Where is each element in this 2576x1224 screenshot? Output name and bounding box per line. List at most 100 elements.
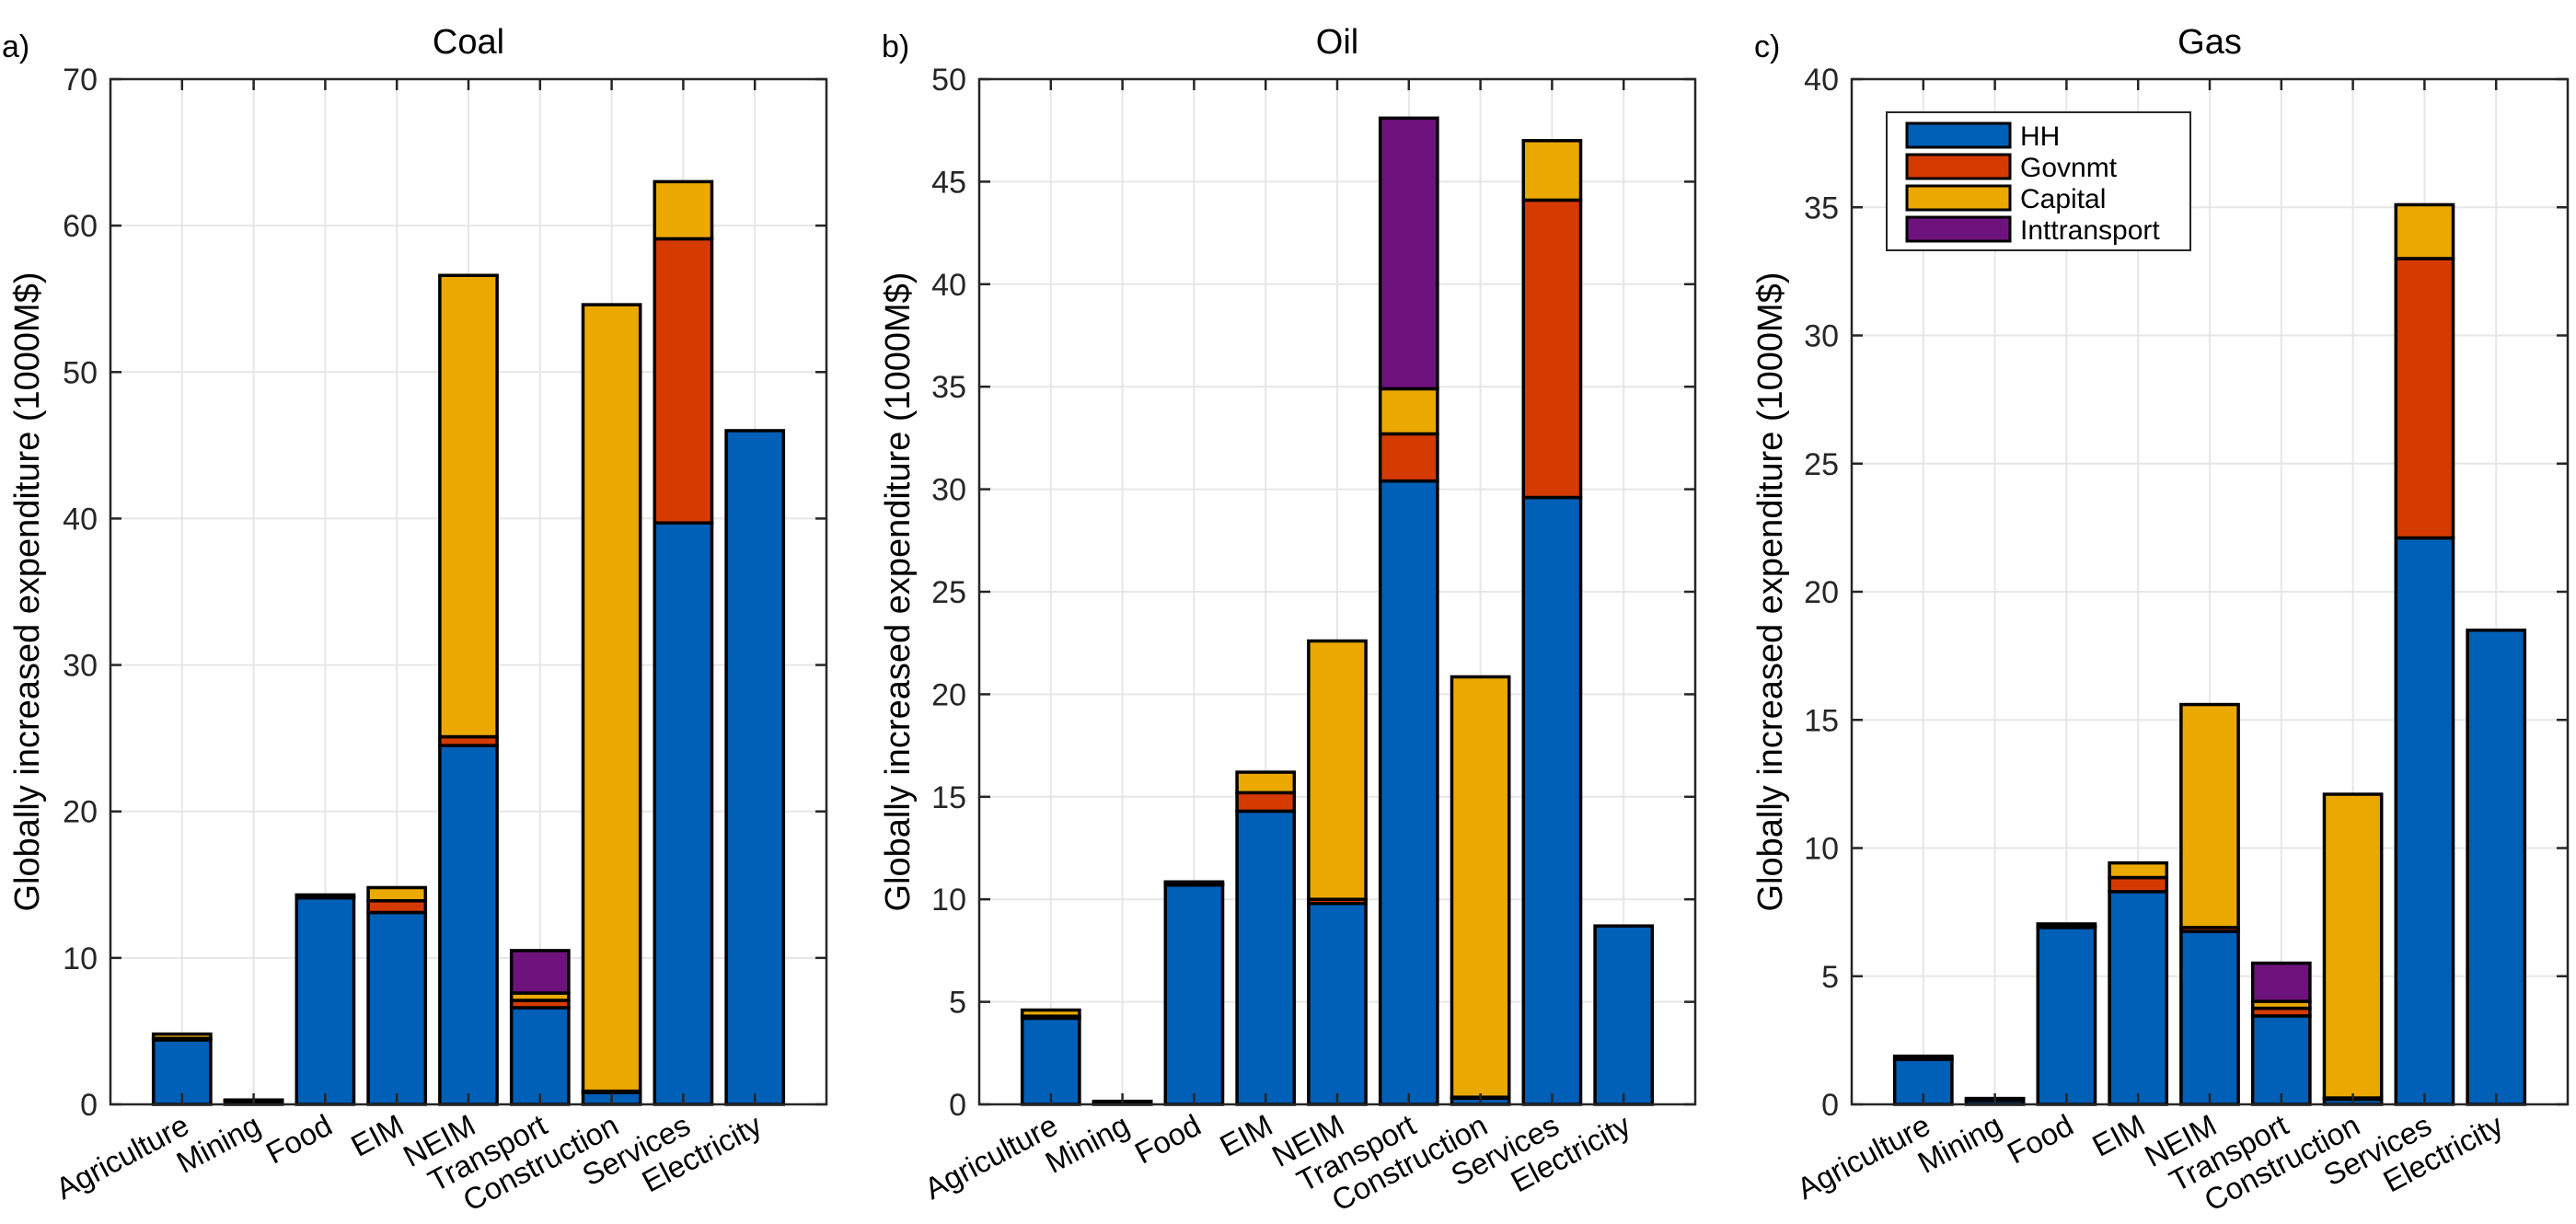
bar-stack-eim <box>1235 770 1297 1106</box>
bar-stack-agriculture <box>1020 1008 1081 1106</box>
y-axis-label: Globally increased expenditure (1000M$) <box>8 272 47 912</box>
x-tick-label: Mining <box>1912 1108 2007 1180</box>
bar-segment-hh <box>653 521 714 1106</box>
bar-segment-govnmt <box>366 899 428 915</box>
bar-segment-capital <box>2394 202 2455 260</box>
bar-stack-transport <box>509 949 571 1106</box>
bar-segment-hh <box>509 1006 571 1106</box>
bar-stack-construction <box>581 303 642 1106</box>
y-tick-label: 50 <box>931 63 966 98</box>
bar-segment-capital <box>1235 770 1297 795</box>
bar-stack-electricity <box>1593 924 1655 1106</box>
bar-segment-capital <box>2108 860 2169 880</box>
legend-swatch-capital <box>1905 184 2012 212</box>
chart-title: Gas <box>2177 23 2242 62</box>
bar-segment-capital <box>2179 702 2240 930</box>
bar-segment-capital <box>1450 675 1511 1099</box>
bar-stack-transport <box>1378 116 1439 1106</box>
bar-segment-capital <box>1521 139 1583 202</box>
bar-segment-capital <box>151 1032 213 1041</box>
y-tick-label: 15 <box>931 780 966 815</box>
panel-label: a) <box>2 29 29 64</box>
bar-segment-hh <box>366 910 428 1106</box>
bar-segment-capital <box>1163 880 1225 886</box>
y-tick-label: 20 <box>931 677 966 712</box>
chart-title: Oil <box>1316 23 1358 62</box>
bar-segment-hh <box>2036 926 2097 1106</box>
bar-stack-neim <box>2179 702 2240 1106</box>
x-tick-label: Food <box>260 1108 338 1171</box>
legend-label-govnmt: Govnmt <box>2020 153 2118 183</box>
bar-stack-construction <box>2322 792 2384 1106</box>
x-tick-label: EIM <box>345 1108 409 1163</box>
y-tick-label: 35 <box>1804 191 1839 225</box>
bar-stack-electricity <box>2466 629 2527 1106</box>
y-tick-label: 40 <box>63 502 98 537</box>
bar-stack-services <box>2394 202 2455 1106</box>
bar-segment-hh <box>1163 883 1225 1106</box>
bar-stack-electricity <box>724 429 786 1106</box>
y-tick-label: 5 <box>949 986 966 1021</box>
x-tick-label: Mining <box>1040 1108 1135 1180</box>
legend-swatch-inttransport <box>1905 215 2012 243</box>
x-tick-label: Food <box>1129 1108 1207 1171</box>
bar-segment-hh <box>1521 495 1583 1106</box>
legend-swatch-govnmt <box>1905 153 2012 180</box>
y-tick-label: 35 <box>931 370 966 405</box>
bar-segment-inttransport <box>2250 961 2312 1003</box>
bar-segment-hh <box>2179 930 2240 1106</box>
bar-stack-neim <box>438 273 499 1106</box>
bar-segment-govnmt <box>1521 198 1583 500</box>
bar-segment-hh <box>2250 1014 2312 1106</box>
bar-segment-govnmt <box>1378 432 1439 483</box>
y-tick-label: 10 <box>931 883 966 918</box>
bar-segment-hh <box>2108 890 2169 1106</box>
x-tick-label: Agriculture <box>918 1108 1063 1207</box>
bar-segment-hh <box>1235 809 1297 1106</box>
y-tick-label: 10 <box>63 941 98 976</box>
y-axis-label: Globally increased expenditure (1000M$) <box>1751 272 1790 912</box>
bar-segment-hh <box>1307 901 1368 1106</box>
bar-segment-govnmt <box>2394 257 2455 540</box>
legend-label-inttransport: Inttransport <box>2020 215 2160 246</box>
bar-stack-food <box>1163 880 1225 1106</box>
bar-segment-capital <box>295 893 356 898</box>
y-tick-label: 20 <box>1804 575 1839 610</box>
bar-segment-capital <box>2322 792 2384 1100</box>
legend-label-hh: HH <box>2020 121 2060 152</box>
bar-stack-food <box>295 893 356 1106</box>
x-tick-label: EIM <box>1214 1108 1277 1163</box>
bar-segment-capital <box>1307 639 1368 901</box>
y-tick-label: 40 <box>1804 63 1839 98</box>
bar-segment-hh <box>2394 536 2455 1106</box>
bar-segment-inttransport <box>509 949 571 995</box>
bar-segment-capital <box>2036 922 2097 929</box>
bar-segment-capital <box>653 179 714 241</box>
y-tick-label: 20 <box>63 795 98 830</box>
bar-segment-capital <box>366 885 428 903</box>
bar-segment-hh <box>724 429 786 1106</box>
y-tick-label: 30 <box>1804 319 1839 354</box>
bar-segment-hh <box>295 895 356 1106</box>
y-tick-label: 30 <box>63 649 98 684</box>
y-tick-label: 70 <box>63 63 98 98</box>
y-tick-label: 15 <box>1804 703 1839 738</box>
y-tick-label: 40 <box>931 268 966 303</box>
bar-segment-capital <box>1892 1054 1954 1060</box>
y-tick-label: 0 <box>949 1088 966 1123</box>
legend-swatch-hh <box>1905 121 2012 149</box>
bar-stack-eim <box>366 885 428 1106</box>
legend-label-capital: Capital <box>2020 184 2106 214</box>
bar-stack-services <box>653 179 714 1106</box>
bar-segment-govnmt <box>653 237 714 525</box>
bar-stack-services <box>1521 139 1583 1106</box>
y-axis-label: Globally increased expenditure (1000M$) <box>879 272 918 912</box>
bar-segment-hh <box>2466 629 2527 1106</box>
bar-stack-food <box>2036 922 2097 1106</box>
y-tick-label: 60 <box>63 209 98 244</box>
bar-segment-hh <box>1020 1016 1081 1106</box>
